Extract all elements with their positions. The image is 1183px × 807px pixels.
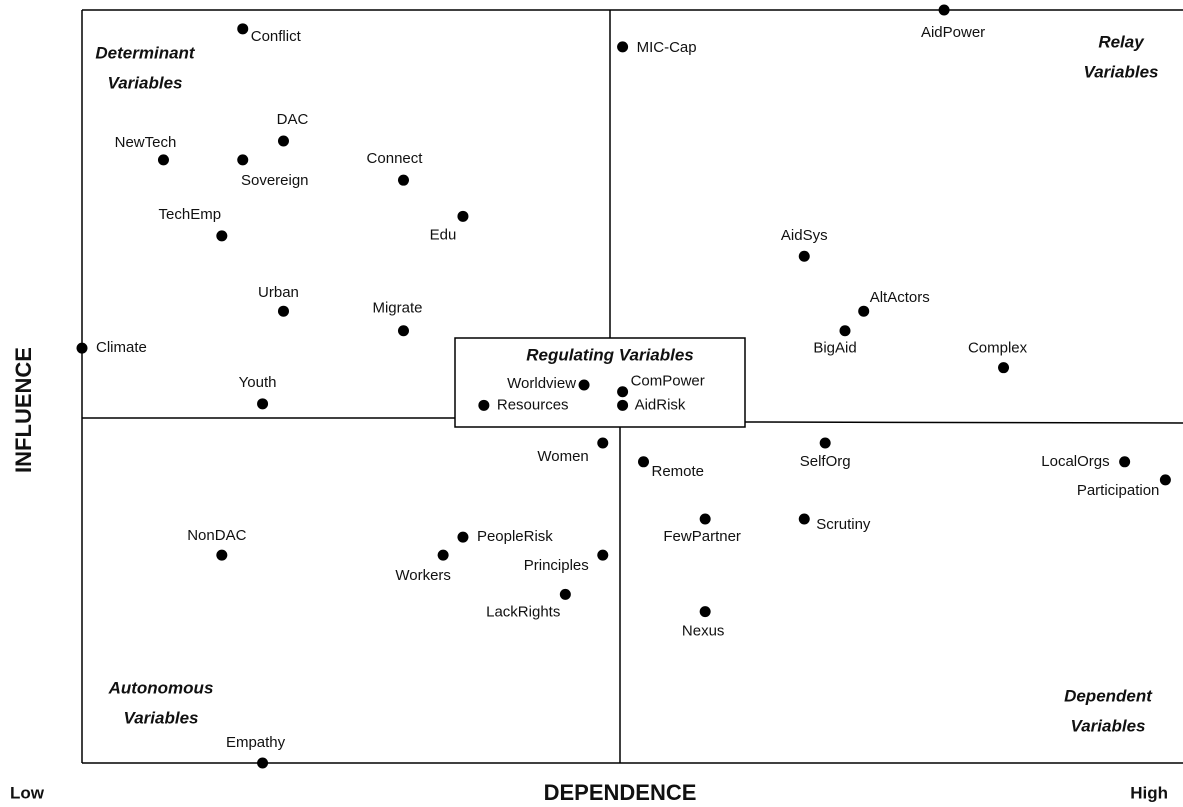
point bbox=[858, 305, 870, 317]
point-label: DAC bbox=[277, 111, 309, 128]
point bbox=[798, 513, 810, 525]
point bbox=[819, 437, 831, 449]
point-label: Climate bbox=[96, 339, 147, 356]
point bbox=[597, 437, 609, 449]
point bbox=[578, 379, 590, 391]
point-label: NonDAC bbox=[187, 527, 246, 544]
point bbox=[617, 386, 629, 398]
point-label: Urban bbox=[258, 284, 299, 301]
quadrant-label: Variables bbox=[1084, 62, 1159, 81]
point bbox=[617, 41, 629, 53]
point-label: Migrate bbox=[372, 300, 422, 317]
point bbox=[457, 531, 469, 543]
point bbox=[938, 4, 950, 16]
point bbox=[257, 757, 269, 769]
point bbox=[257, 398, 269, 410]
point bbox=[277, 305, 289, 317]
quadrant-label: Variables bbox=[108, 73, 183, 92]
point-label: PeopleRisk bbox=[477, 528, 553, 545]
point-label: AidRisk bbox=[635, 396, 686, 413]
quadrant-label: Autonomous bbox=[108, 678, 214, 697]
quadrant-label: Variables bbox=[1071, 716, 1146, 735]
point-label: Sovereign bbox=[241, 172, 309, 189]
point bbox=[699, 606, 711, 618]
quadrant-label: Relay bbox=[1098, 32, 1145, 51]
y-axis-title: INFLUENCE bbox=[11, 347, 36, 473]
quadrant-label: Dependent bbox=[1064, 686, 1153, 705]
point-label: Women bbox=[537, 448, 588, 465]
point bbox=[157, 154, 169, 166]
point bbox=[699, 513, 711, 525]
point bbox=[638, 456, 650, 468]
point bbox=[839, 325, 851, 337]
point bbox=[277, 135, 289, 147]
point-label: TechEmp bbox=[159, 206, 222, 223]
point-label: Edu bbox=[430, 226, 457, 243]
point-label: Empathy bbox=[226, 734, 286, 751]
point bbox=[397, 325, 409, 337]
point-label: AidPower bbox=[921, 24, 985, 41]
point-label: AidSys bbox=[781, 227, 828, 244]
point-label: ComPower bbox=[631, 373, 705, 390]
point-label: BigAid bbox=[813, 340, 856, 357]
point bbox=[597, 549, 609, 561]
point-label: Resources bbox=[497, 396, 569, 413]
point bbox=[617, 399, 629, 411]
point-label: LackRights bbox=[486, 603, 560, 620]
point bbox=[237, 23, 249, 35]
quadrant-label: Variables bbox=[124, 708, 199, 727]
point-label: Complex bbox=[968, 340, 1028, 357]
point-label: Youth bbox=[239, 374, 277, 391]
point-label: Principles bbox=[524, 557, 589, 574]
point bbox=[1119, 456, 1131, 468]
point-label: Nexus bbox=[682, 623, 725, 640]
point bbox=[457, 210, 469, 222]
point bbox=[216, 549, 228, 561]
point-label: FewPartner bbox=[663, 528, 741, 545]
point-label: Worldview bbox=[507, 375, 576, 392]
point bbox=[559, 588, 571, 600]
quadrant-label: Regulating Variables bbox=[526, 345, 694, 364]
point bbox=[76, 342, 88, 354]
point-label: Workers bbox=[395, 567, 451, 584]
point-label: AltActors bbox=[870, 289, 930, 306]
point-label: SelfOrg bbox=[800, 453, 851, 470]
point bbox=[1159, 474, 1171, 486]
x-low-label: Low bbox=[10, 783, 45, 802]
point bbox=[798, 250, 810, 262]
regulating-box bbox=[454, 337, 746, 428]
point bbox=[237, 154, 249, 166]
point bbox=[216, 230, 228, 242]
point-label: LocalOrgs bbox=[1041, 453, 1109, 470]
point-label: Remote bbox=[652, 463, 705, 480]
point-label: Connect bbox=[367, 150, 424, 167]
point-label: Participation bbox=[1077, 482, 1160, 499]
point-label: NewTech bbox=[115, 134, 177, 151]
x-axis-title: DEPENDENCE bbox=[544, 780, 697, 805]
quadrant-label: Determinant bbox=[95, 43, 196, 62]
point bbox=[998, 362, 1010, 374]
x-high-label: High bbox=[1130, 783, 1168, 802]
point bbox=[478, 399, 490, 411]
divider-h-right bbox=[744, 421, 1183, 424]
point-label: Conflict bbox=[251, 28, 302, 45]
point-label: MIC-Cap bbox=[637, 39, 697, 56]
point bbox=[397, 174, 409, 186]
point-label: Scrutiny bbox=[816, 516, 871, 533]
point bbox=[437, 549, 449, 561]
